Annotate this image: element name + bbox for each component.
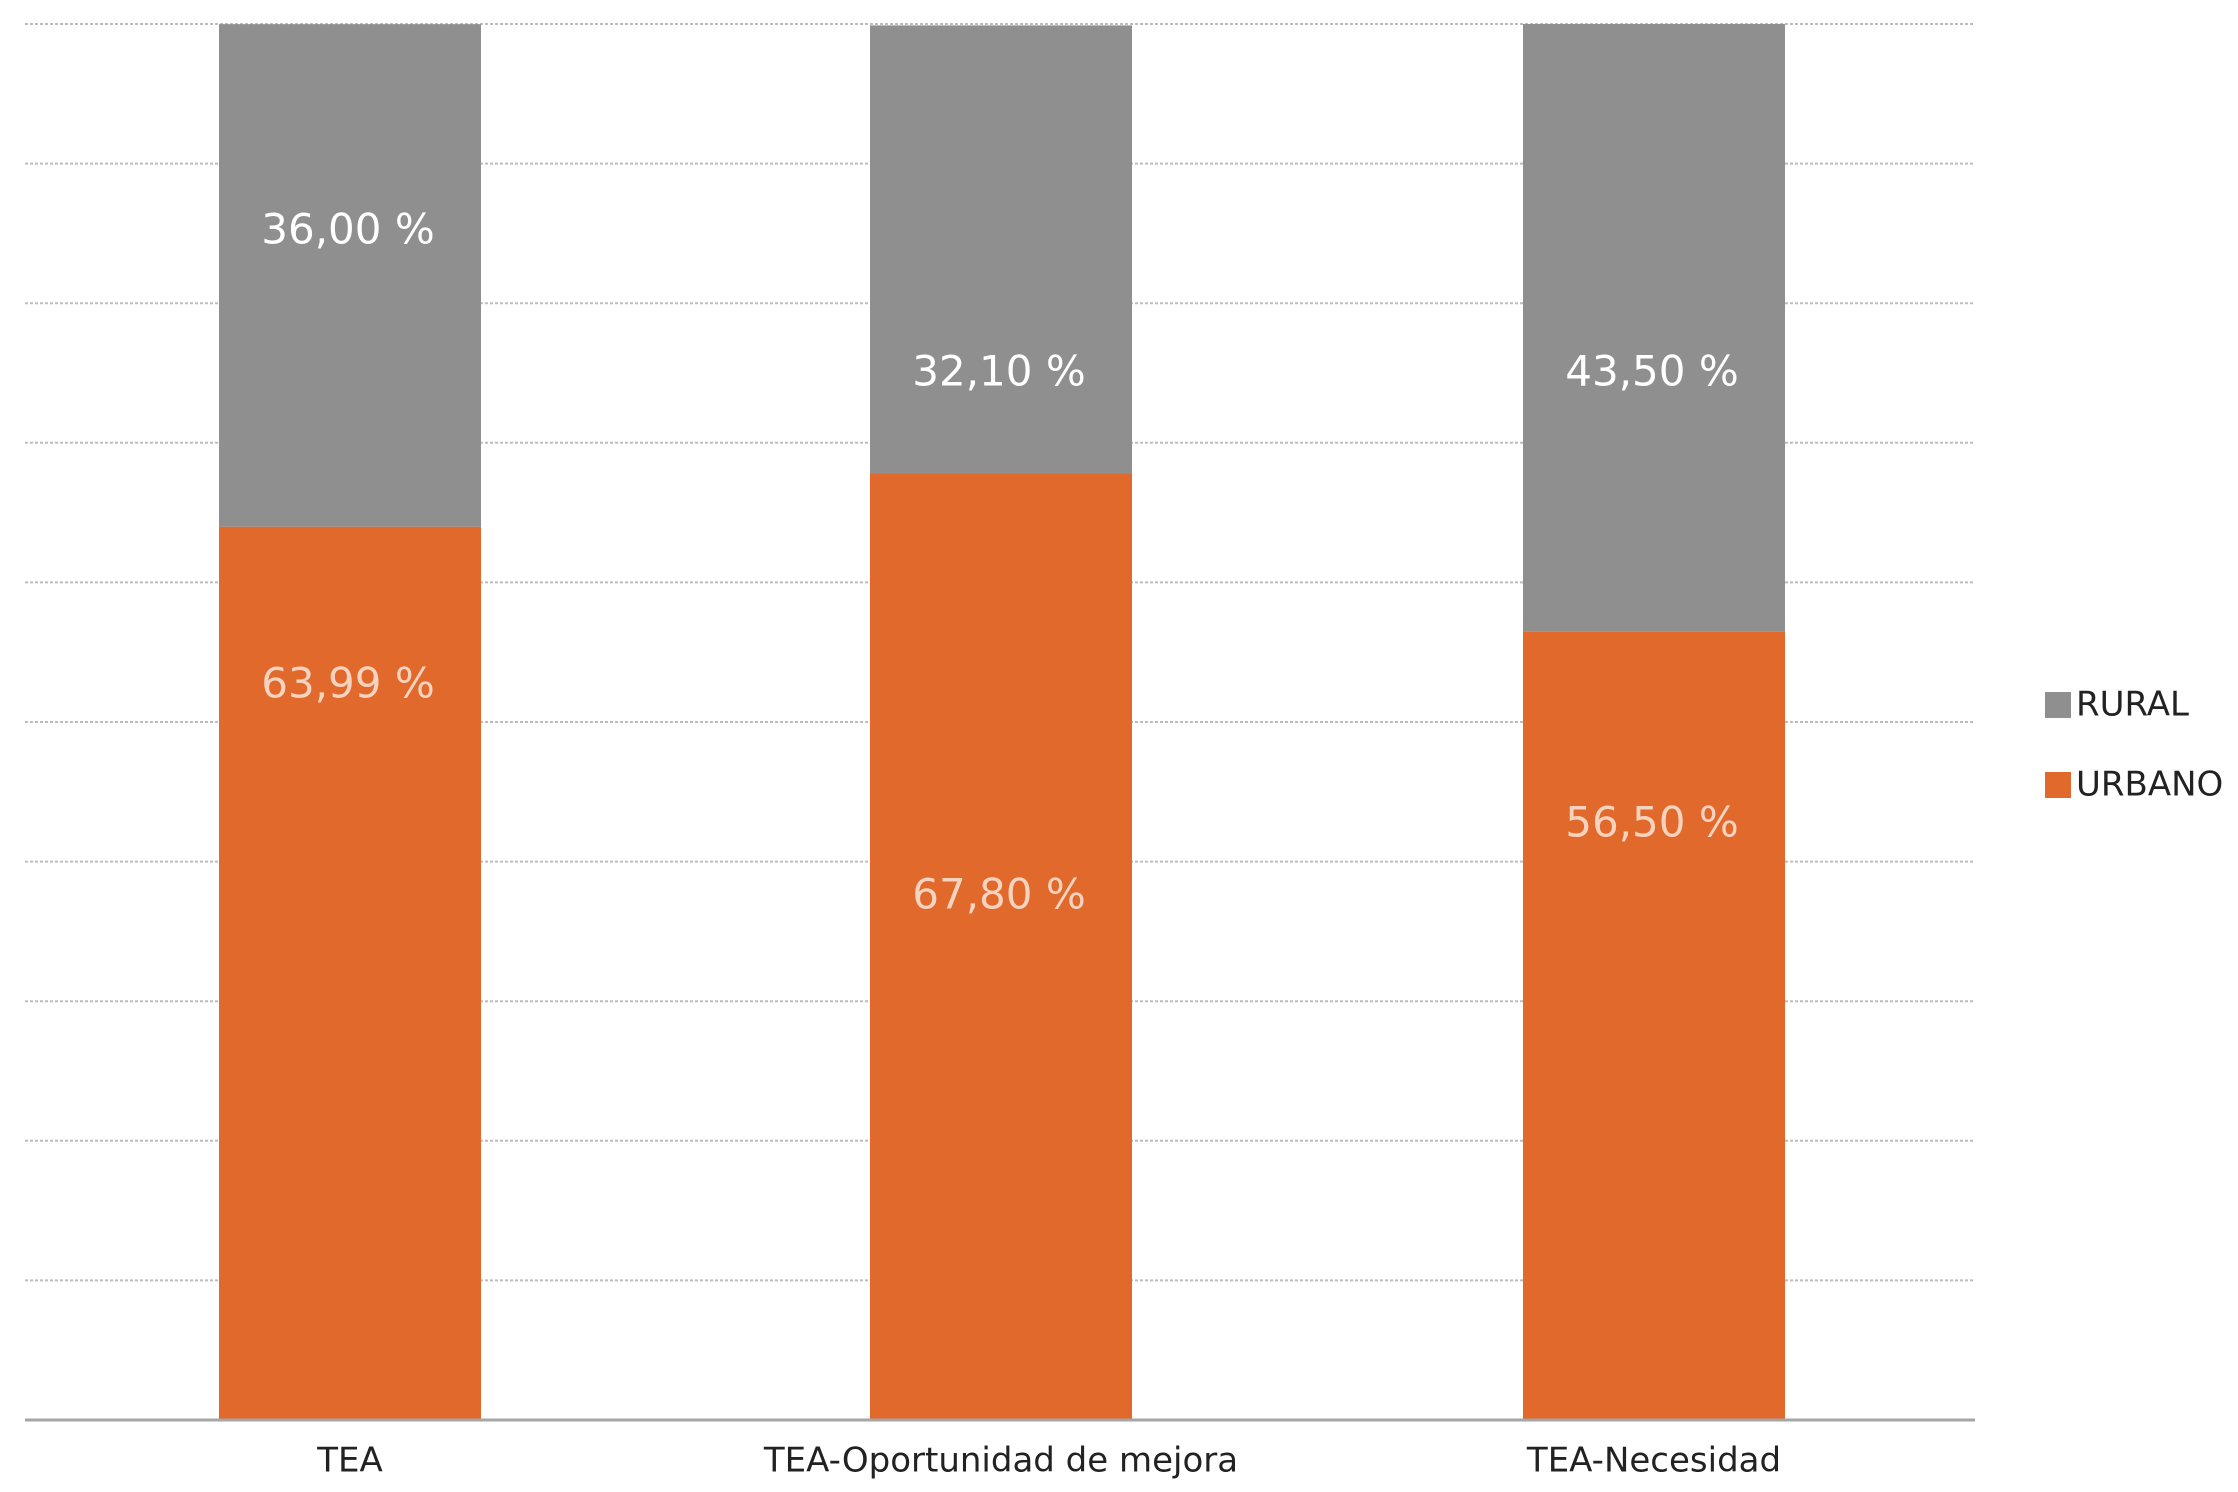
data-label-urbano: 56,50 %: [1565, 798, 1739, 847]
x-tick-label: TEA: [316, 1441, 383, 1481]
bar-urbano: [1523, 631, 1785, 1420]
x-tick-label: TEA-Oportunidad de mejora: [763, 1441, 1238, 1481]
data-label-rural: 43,50 %: [1565, 347, 1739, 396]
bar-rural: [870, 25, 1132, 474]
bar-rural: [219, 24, 481, 527]
bar-rural: [1523, 24, 1785, 632]
axis-layer: TEA TEA-Oportunidad de mejora TEA-Necesida…: [25, 1418, 1975, 1481]
bars-layer: [219, 24, 1785, 1421]
x-tick-label: TEA-Necesidad: [1526, 1441, 1781, 1481]
legend-label-urbano: URBANO: [2076, 765, 2223, 805]
legend-label-rural: RURAL: [2076, 685, 2189, 725]
data-label-urbano: 67,80 %: [912, 870, 1086, 919]
data-label-rural: 36,00 %: [261, 205, 435, 254]
legend-swatch-rural: [2045, 692, 2071, 718]
bar-urbano: [870, 473, 1132, 1421]
legend: RURAL URBANO: [2045, 685, 2223, 805]
bar-urbano: [219, 526, 481, 1420]
legend-swatch-urbano: [2045, 772, 2071, 798]
data-labels-layer: 63,99 % 36,00 % 67,80 % 32,10 % 56,50 % 43,50…: [261, 205, 1739, 919]
data-label-rural: 32,10 %: [912, 347, 1086, 396]
data-label-urbano: 63,99 %: [261, 659, 435, 708]
